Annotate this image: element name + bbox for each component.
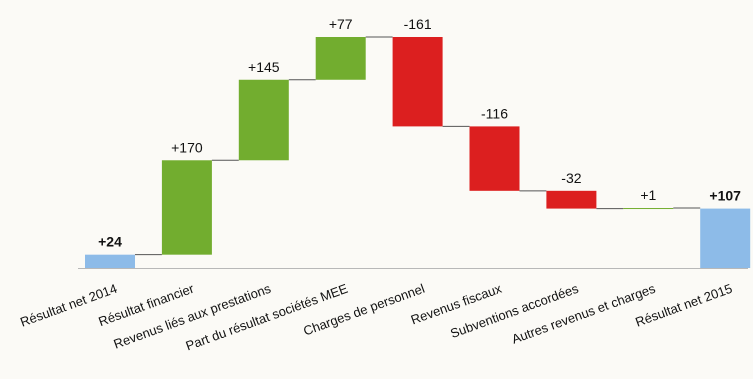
bar	[161, 160, 212, 255]
value-label: -32	[561, 170, 581, 186]
value-label: +107	[709, 188, 741, 204]
value-label: +77	[329, 16, 353, 32]
value-label: +145	[248, 59, 280, 75]
bar	[85, 254, 135, 268]
value-label: -116	[481, 105, 508, 121]
bar	[315, 37, 366, 80]
bar	[700, 208, 751, 268]
bar	[469, 126, 520, 191]
bar	[546, 190, 597, 209]
value-label: +170	[171, 139, 203, 155]
value-label: +24	[98, 234, 122, 250]
bar	[392, 37, 443, 127]
x-tick-label: Autres revenus et charges	[510, 281, 658, 347]
bar	[238, 79, 289, 161]
value-label: -161	[404, 16, 432, 32]
value-label: +1	[640, 187, 656, 203]
bar	[623, 208, 674, 210]
